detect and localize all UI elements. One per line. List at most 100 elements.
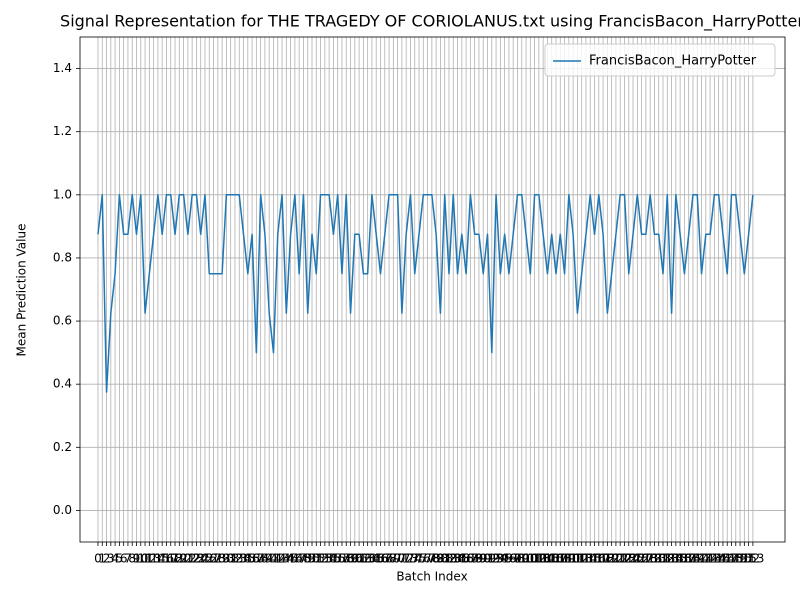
x-tick-label: 4 — [111, 552, 119, 566]
x-tick-label: 113 — [570, 552, 593, 566]
x-tick-label: 59 — [343, 552, 358, 566]
x-tick-label: 146 — [711, 552, 734, 566]
x-tick-label: 98 — [510, 552, 525, 566]
x-tick-label: 9 — [133, 552, 141, 566]
x-tick-label: 46 — [287, 552, 302, 566]
x-tick-label: 93 — [488, 552, 503, 566]
x-tick-label: 65 — [369, 552, 384, 566]
x-tick-label: 112 — [566, 552, 589, 566]
x-tick-label: 125 — [622, 552, 645, 566]
x-tick-label: 10 — [133, 552, 148, 566]
x-tick-label: 114 — [575, 552, 598, 566]
x-tick-label: 5 — [116, 552, 124, 566]
x-tick-label: 95 — [497, 552, 512, 566]
x-tick-label: 96 — [501, 552, 516, 566]
x-tick-label: 123 — [613, 552, 636, 566]
x-tick-label: 25 — [197, 552, 212, 566]
x-tick-label: 26 — [202, 552, 217, 566]
x-tick-label: 87 — [463, 552, 478, 566]
x-tick-label: 110 — [557, 552, 580, 566]
x-tick-label: 120 — [600, 552, 623, 566]
x-tick-label: 136 — [669, 552, 692, 566]
x-tick-label: 69 — [386, 552, 401, 566]
x-tick-label: 72 — [399, 552, 414, 566]
x-tick-label: 14 — [150, 552, 165, 566]
y-tick-label: 1.2 — [53, 124, 72, 138]
x-tick-label: 142 — [694, 552, 717, 566]
x-tick-label: 129 — [639, 552, 662, 566]
x-tick-label: 42 — [270, 552, 285, 566]
x-tick-label: 40 — [262, 552, 277, 566]
x-tick-label: 144 — [703, 552, 726, 566]
y-axis-label: Mean Prediction Value — [15, 224, 29, 357]
x-tick-label: 153 — [741, 552, 764, 566]
x-tick-label: 130 — [643, 552, 666, 566]
x-tick-label: 119 — [596, 552, 619, 566]
x-tick-label: 43 — [274, 552, 289, 566]
x-tick-label: 85 — [454, 552, 469, 566]
legend-label: FrancisBacon_HarryPotter — [589, 54, 757, 69]
x-tick-label: 6 — [120, 552, 128, 566]
x-tick-label: 100 — [515, 552, 538, 566]
x-tick-label: 8 — [128, 552, 136, 566]
x-tick-label: 57 — [334, 552, 349, 566]
x-tick-label: 23 — [189, 552, 204, 566]
x-tick-label: 48 — [296, 552, 311, 566]
x-tick-label: 60 — [347, 552, 362, 566]
y-tick-label: 1.0 — [53, 187, 72, 201]
x-tick-label: 86 — [458, 552, 473, 566]
x-tick-label: 102 — [523, 552, 546, 566]
x-tick-label: 131 — [647, 552, 670, 566]
x-tick-label: 18 — [167, 552, 182, 566]
x-tick-label: 124 — [617, 552, 640, 566]
x-tick-label: 105 — [536, 552, 559, 566]
x-tick-label: 128 — [634, 552, 657, 566]
x-tick-label: 77 — [420, 552, 435, 566]
x-tick-label: 55 — [326, 552, 341, 566]
x-tick-label: 66 — [373, 552, 388, 566]
x-tick-label: 67 — [377, 552, 392, 566]
x-tick-label: 38 — [253, 552, 268, 566]
x-tick-label: 62 — [356, 552, 371, 566]
x-tick-label: 28 — [210, 552, 225, 566]
x-tick-label: 51 — [309, 552, 324, 566]
x-tick-label: 61 — [351, 552, 366, 566]
x-tick-label: 106 — [540, 552, 563, 566]
x-tick-label: 58 — [339, 552, 354, 566]
x-tick-label: 0 — [94, 552, 102, 566]
x-tick-label: 94 — [493, 552, 508, 566]
x-tick-label: 44 — [279, 552, 294, 566]
x-tick-label: 111 — [562, 552, 585, 566]
y-tick-label: 0.2 — [53, 440, 72, 454]
x-tick-label: 91 — [480, 552, 495, 566]
x-tick-label: 17 — [163, 552, 178, 566]
x-tick-label: 75 — [411, 552, 426, 566]
x-tick-label: 45 — [283, 552, 298, 566]
x-tick-label: 147 — [716, 552, 739, 566]
x-tick-label: 11 — [137, 552, 152, 566]
x-tick-label: 92 — [484, 552, 499, 566]
x-tick-label: 151 — [733, 552, 756, 566]
x-tick-label: 141 — [690, 552, 713, 566]
x-tick-label: 79 — [428, 552, 443, 566]
x-tick-label: 83 — [446, 552, 461, 566]
x-tick-label: 7 — [124, 552, 132, 566]
x-tick-label: 138 — [677, 552, 700, 566]
x-tick-label: 74 — [407, 552, 422, 566]
x-tick-label: 33 — [232, 552, 247, 566]
x-tick-label: 134 — [660, 552, 683, 566]
x-tick-label: 1 — [98, 552, 106, 566]
x-tick-label: 64 — [364, 552, 379, 566]
x-tick-label: 53 — [317, 552, 332, 566]
x-tick-label: 47 — [292, 552, 307, 566]
x-tick-label: 39 — [257, 552, 272, 566]
y-tick-label: 0.4 — [53, 377, 72, 391]
x-tick-label: 34 — [236, 552, 251, 566]
x-tick-label: 127 — [630, 552, 653, 566]
x-tick-label: 133 — [656, 552, 679, 566]
y-tick-label: 1.4 — [53, 61, 72, 75]
x-tick-label: 35 — [240, 552, 255, 566]
x-tick-label: 36 — [244, 552, 259, 566]
x-tick-label: 99 — [514, 552, 529, 566]
x-tick-label: 37 — [249, 552, 264, 566]
